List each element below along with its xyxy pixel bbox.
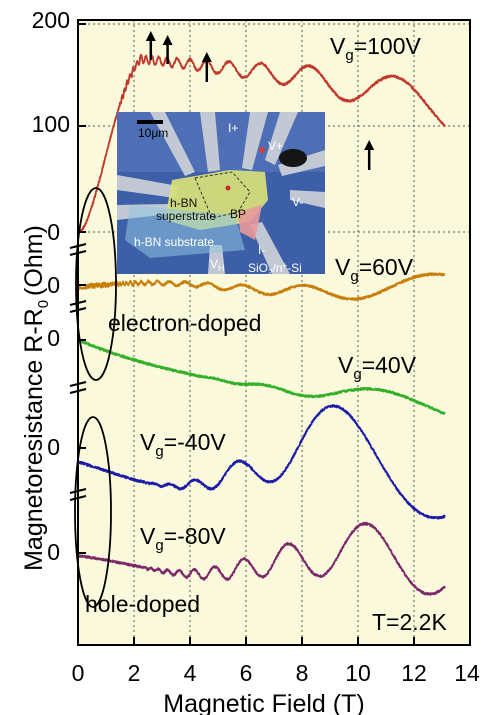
inset-label-vh: VH: [210, 257, 225, 273]
trace-2: [78, 338, 446, 415]
x-ticks: [77, 637, 471, 645]
feature-arrow: [162, 35, 173, 64]
axis-break: [69, 488, 87, 494]
hole-doped-label: hole-doped: [85, 591, 200, 617]
trace-3: [78, 404, 446, 520]
electron-doped-label: electron-doped: [108, 310, 261, 336]
inset-label-i-plus: I+: [228, 121, 238, 135]
y-tick-label: 100: [32, 111, 70, 137]
trace-4: [78, 521, 446, 596]
series-label-vg-minus40: Vg=-40V: [140, 429, 226, 460]
inset-label-v-plus: V+: [268, 139, 283, 153]
axis-break: [69, 300, 87, 306]
axis-break: [69, 388, 87, 394]
inset-label-v-minus: V-: [292, 195, 303, 209]
device-micrograph-inset: 10μm I+ V+ V- I- BP VH h-BN superstrate …: [117, 112, 325, 277]
x-tick-label: 6: [240, 660, 253, 686]
inset-label-bp: BP: [230, 207, 246, 221]
y-axis-label: Magnetoresistance R-R0 (Ohm): [20, 225, 52, 571]
hole-doped-ellipse: [74, 416, 112, 608]
feature-arrow: [201, 52, 212, 82]
y-tick-label: 0: [47, 434, 60, 460]
x-tick-label: 8: [296, 660, 309, 686]
axis-break: [69, 381, 87, 387]
inset-label-sio2: SiO2/n+-Si: [248, 261, 302, 277]
series-label-vg-40: Vg=40V: [338, 352, 417, 383]
x-tick-label: 0: [72, 660, 85, 686]
series-label-vg-60: Vg=60V: [335, 254, 414, 285]
trace-0: [78, 53, 446, 233]
electron-doped-ellipse: [75, 187, 117, 381]
feature-arrows: [145, 31, 375, 170]
y-tick-label: 200: [32, 7, 70, 33]
axis-break: [69, 250, 87, 256]
inset-scale-bar: [137, 120, 163, 124]
inset-scale-label: 10μm: [138, 126, 168, 140]
y-tick-label: 0: [47, 219, 60, 245]
x-tick-label: 12: [401, 660, 427, 686]
x-tick-label: 14: [454, 660, 480, 686]
inset-label-hbn-sub: h-BN substrate: [134, 235, 214, 249]
temperature-label: T=2.2K: [372, 609, 447, 635]
feature-arrow: [364, 140, 375, 170]
feature-arrow: [145, 31, 156, 60]
y-axis-label-unit: (Ohm): [20, 225, 48, 296]
axis-break: [69, 495, 87, 501]
y-tick-labels: 200 100 0 0 0 0 0: [32, 7, 70, 565]
y-tick-label: 0: [47, 539, 60, 565]
inset-label-hbn-super-1: h-BN: [170, 196, 197, 210]
series-label-vg-100: Vg=100V: [330, 33, 421, 64]
x-tick-label: 2: [128, 660, 141, 686]
traces: [78, 53, 446, 596]
y-axis-label-main: Magnetoresistance R-R: [20, 308, 48, 571]
x-tick-label: 10: [345, 660, 371, 686]
axis-break: [69, 307, 87, 313]
y-tick-label: 0: [47, 272, 60, 298]
trace-1: [78, 272, 446, 301]
x-axis-label: Magnetic Field (T): [163, 690, 364, 715]
series-label-vg-minus80: Vg=-80V: [140, 523, 226, 554]
x-tick-label: 4: [184, 660, 197, 686]
y-tick-label: 0: [47, 325, 60, 351]
inset-label-i-minus: I-: [258, 243, 265, 257]
axis-breaks: [69, 243, 87, 501]
inset-label-hbn-super-2: superstrate: [156, 209, 216, 223]
x-tick-labels: 0 2 4 6 8 10 12 14: [72, 660, 480, 686]
y-axis-label-sub: 0: [35, 300, 52, 308]
